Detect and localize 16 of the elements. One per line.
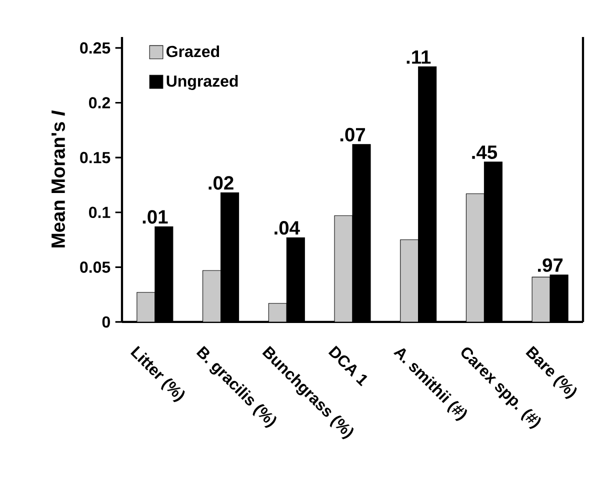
y-tick-label: 0.05: [80, 262, 110, 273]
y-axis-title: Mean Moran's I: [52, 110, 65, 248]
annotation: .11: [406, 50, 431, 64]
annotation: .04: [274, 221, 300, 235]
y-tick-label: 0.1: [89, 206, 110, 218]
annotation: .01: [142, 210, 168, 224]
annotation: .02: [208, 176, 234, 190]
y-tick-label: 0.25: [80, 42, 110, 54]
y-tick-label: 0: [102, 316, 110, 328]
legend-label: Grazed: [166, 45, 220, 58]
y-tick-label: 0.15: [80, 152, 110, 164]
annotation: .07: [340, 128, 365, 142]
legend-label: Ungrazed: [166, 75, 238, 90]
y-tick-label: 0.2: [89, 97, 110, 108]
annotation: .97: [538, 258, 563, 272]
annotation: .45: [472, 146, 498, 160]
